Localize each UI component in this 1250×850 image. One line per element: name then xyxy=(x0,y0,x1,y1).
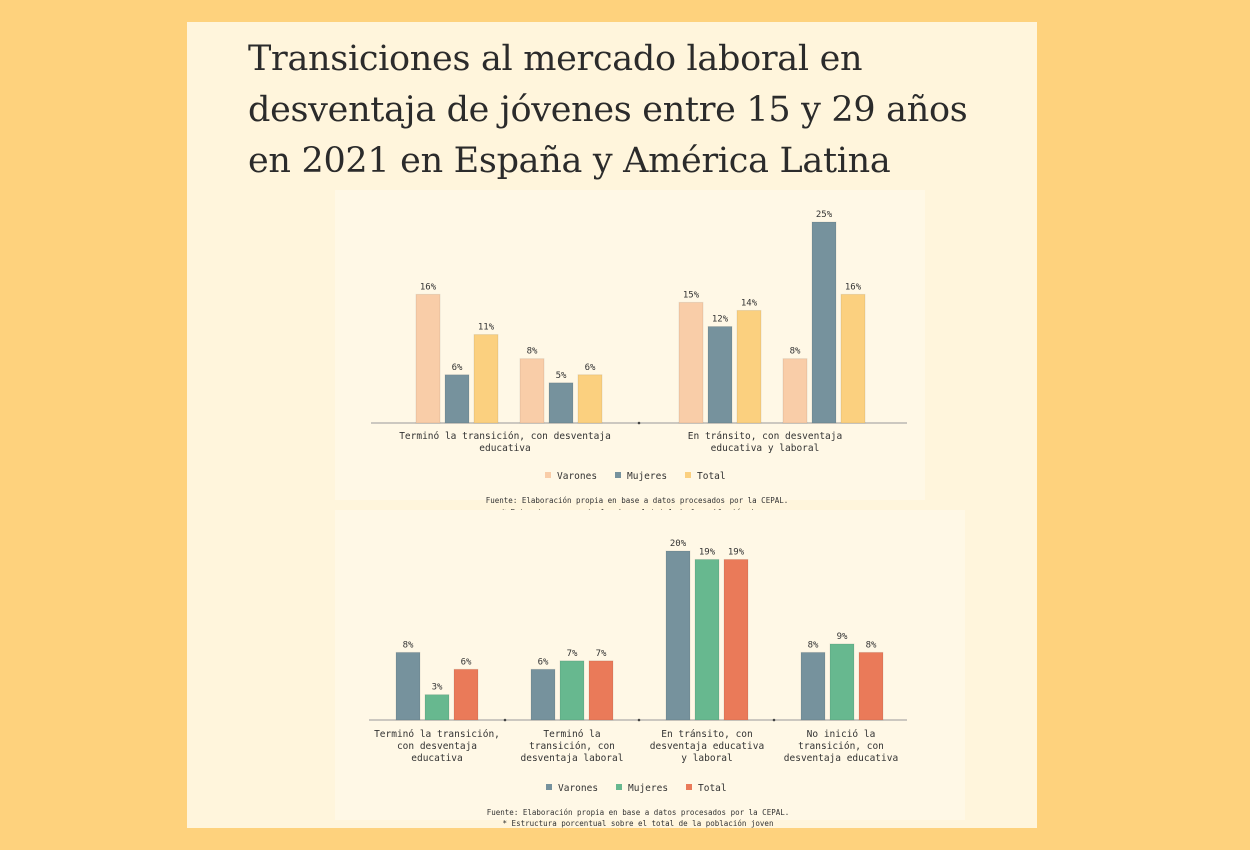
bar-value-label: 25% xyxy=(816,210,833,220)
bar-value-label: 11% xyxy=(478,323,495,333)
bar-total xyxy=(723,558,749,721)
bar-mujeres xyxy=(707,326,733,424)
category-label: desventaja educativa xyxy=(784,753,898,764)
bar-varones xyxy=(782,358,808,424)
bar-mujeres xyxy=(559,660,585,721)
bar-value-label: 8% xyxy=(866,640,877,650)
source-note: Fuente: Elaboración propia en base a dat… xyxy=(487,808,790,817)
bar-value-label: 6% xyxy=(461,657,472,667)
source-note: Fuente: Elaboración propia en base a dat… xyxy=(486,496,789,505)
bar-value-label: 16% xyxy=(845,282,862,292)
bar-mujeres xyxy=(829,643,855,721)
chart-spain-svg: 16% 6% 11% 8% 5% 6% 15% 12% 14% 8% 25% 16% Terminó l… xyxy=(371,210,907,517)
bar-mujeres xyxy=(444,374,470,424)
legend-item-label: Mujeres xyxy=(627,471,667,482)
legend-swatch xyxy=(616,784,622,790)
category-separator-tick xyxy=(637,421,641,425)
bar-varones xyxy=(415,293,441,424)
bar-value-label: 3% xyxy=(432,683,443,693)
bar-varones xyxy=(530,668,556,721)
category-label: En tránsito, con xyxy=(661,729,753,740)
bar-value-label: 16% xyxy=(420,282,437,292)
category-label: Terminó la transición, xyxy=(374,729,500,740)
bar-value-label: 6% xyxy=(538,657,549,667)
page-title: Transiciones al mercado laboral en desve… xyxy=(248,39,968,181)
bar-value-label: 9% xyxy=(837,632,848,642)
bar-value-label: 12% xyxy=(712,315,729,325)
chart-latin-america: 8% 6% 20% 8% 3% 7% 19% 9% 6% 7% 19% 8% Terminó la tr… xyxy=(335,510,965,828)
bar-value-label: 14% xyxy=(741,298,758,308)
category-label: transición, con xyxy=(529,741,615,752)
legend-swatch xyxy=(615,472,621,478)
legend-item-label: Mujeres xyxy=(628,783,668,794)
legend-swatch xyxy=(545,472,551,478)
category-label: desventaja laboral xyxy=(521,753,624,764)
category-separator-tick xyxy=(503,718,507,722)
bar-value-label: 8% xyxy=(403,640,414,650)
bar-value-label: 6% xyxy=(585,363,596,373)
bar-total xyxy=(453,668,479,721)
category-label: educativa y laboral xyxy=(711,443,820,454)
chart-spain: 16% 6% 11% 8% 5% 6% 15% 12% 14% 8% 25% 16% Terminó l… xyxy=(335,190,925,517)
bar-value-label: 8% xyxy=(808,640,819,650)
bar-varones xyxy=(800,651,826,721)
bar-total xyxy=(473,334,499,424)
category-label: educativa xyxy=(479,443,530,454)
bar-total xyxy=(858,651,884,721)
bar-value-label: 15% xyxy=(683,290,700,300)
bar-mujeres xyxy=(548,382,574,424)
legend-swatch xyxy=(686,784,692,790)
bar-value-label: 20% xyxy=(670,539,687,549)
bar-mujeres xyxy=(424,694,450,721)
category-label: En tránsito, con desventaja xyxy=(688,431,842,442)
category-label: Terminó la xyxy=(543,729,600,740)
legend-item-label: Varones xyxy=(558,783,598,794)
category-label: Terminó la transición, con desventaja xyxy=(399,431,611,442)
bar-value-label: 7% xyxy=(596,649,607,659)
category-label: y laboral xyxy=(681,753,732,764)
bar-mujeres xyxy=(811,221,837,424)
legend-swatch xyxy=(685,472,691,478)
bar-value-label: 7% xyxy=(567,649,578,659)
bar-total xyxy=(736,309,762,424)
bar-value-label: 8% xyxy=(527,347,538,357)
bar-varones xyxy=(665,550,691,721)
infographic-panel: Transiciones al mercado laboral en desve… xyxy=(187,22,1037,828)
legend-item-label: Total xyxy=(697,471,726,482)
bar-total xyxy=(577,374,603,424)
category-label: educativa xyxy=(411,753,462,764)
category-separator-tick xyxy=(772,718,776,722)
bar-value-label: 6% xyxy=(452,363,463,373)
footnote: * Estructura porcentual sobre el total d… xyxy=(503,819,774,828)
bar-value-label: 8% xyxy=(790,347,801,357)
bar-varones xyxy=(395,651,421,721)
bar-varones xyxy=(519,358,545,424)
legend-item-label: Total xyxy=(698,783,727,794)
bar-value-label: 19% xyxy=(699,547,716,557)
category-separator-tick xyxy=(637,718,641,722)
category-label: transición, con xyxy=(798,741,884,752)
bar-total xyxy=(840,293,866,424)
legend-swatch xyxy=(546,784,552,790)
category-label: desventaja educativa xyxy=(650,741,764,752)
bar-mujeres xyxy=(694,558,720,721)
bar-total xyxy=(588,660,614,721)
category-label: con desventaja xyxy=(397,741,477,752)
category-label: No inició la xyxy=(807,729,876,740)
bar-varones xyxy=(678,301,704,424)
bar-value-label: 5% xyxy=(556,371,567,381)
bar-value-label: 19% xyxy=(728,547,745,557)
legend-item-label: Varones xyxy=(557,471,597,482)
chart-latin-america-svg: 8% 6% 20% 8% 3% 7% 19% 9% 6% 7% 19% 8% Terminó la tr… xyxy=(369,539,907,828)
